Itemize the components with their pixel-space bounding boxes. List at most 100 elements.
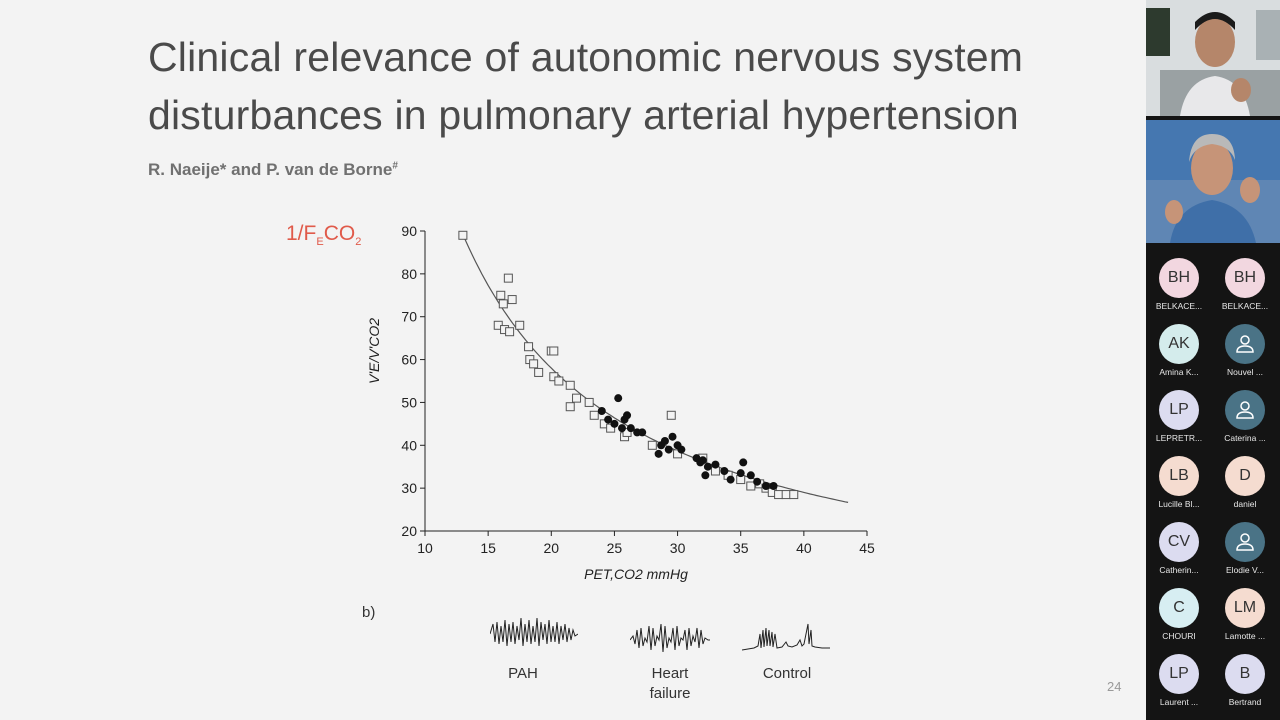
panel-b-label: b) <box>362 604 376 621</box>
participant-tile[interactable]: LM Lamotte ... <box>1212 586 1278 646</box>
data-point-filled-circle <box>597 407 606 415</box>
participant-tile[interactable]: LB Lucille Bl... <box>1146 454 1212 514</box>
data-point-filled-circle <box>618 424 627 433</box>
participant-name: Elodie V... <box>1226 565 1264 575</box>
authors-superscript: # <box>392 160 398 172</box>
data-point-open-square <box>503 273 513 283</box>
data-point-filled-circle <box>769 482 778 490</box>
data-point-open-square <box>781 490 791 500</box>
video-tile-participant-2[interactable] <box>1146 120 1280 243</box>
trace-label-pah: PAH <box>490 664 556 684</box>
data-point-filled-circle <box>614 394 623 403</box>
participant-name: daniel <box>1233 499 1257 509</box>
data-point-filled-circle <box>660 437 669 445</box>
authors-text: R. Naeije* and P. van de Borne <box>148 160 393 179</box>
trace-control <box>742 623 830 651</box>
x-tick-label: 10 <box>417 540 433 556</box>
user-icon <box>1236 401 1254 419</box>
x-tick-label: 20 <box>543 540 559 556</box>
data-point-filled-circle <box>654 449 663 458</box>
participant-name: Caterina ... <box>1224 433 1266 443</box>
participant-name: Lamotte ... <box>1224 631 1266 641</box>
data-point-open-square <box>666 410 676 420</box>
participant-tile[interactable]: D daniel <box>1212 454 1278 514</box>
data-point-filled-circle <box>626 424 635 433</box>
data-point-filled-circle <box>610 419 619 428</box>
video-tile-participant-1[interactable] <box>1146 0 1280 116</box>
x-tick-label: 35 <box>733 540 749 556</box>
participants-panel[interactable]: BH BELKACE... BH BELKACE... AK Amina K..… <box>1146 0 1280 720</box>
trace-label-line1: Heart <box>651 665 689 682</box>
avatar <box>1225 324 1265 364</box>
avatar <box>1225 390 1265 430</box>
data-point-filled-circle <box>668 432 677 441</box>
participant-tile[interactable]: LP LEPRETR... <box>1146 388 1212 448</box>
data-point-filled-circle <box>746 471 755 480</box>
data-point-filled-circle <box>726 475 735 484</box>
data-point-open-square <box>524 342 534 352</box>
x-tick-label: 40 <box>796 540 812 556</box>
y-tick-label: 60 <box>401 352 417 368</box>
labels-layer: 20 30 40 50 60 70 80 90 10 15 20 25 30 35 40 45 PET,CO2 … <box>366 223 875 582</box>
participant-tile[interactable]: B Bertrand <box>1212 652 1278 712</box>
x-axis-label: PET,CO2 mmHg <box>584 566 688 582</box>
participant-tile[interactable]: Nouvel ... <box>1212 322 1278 382</box>
participant-tile[interactable]: LP Laurent ... <box>1146 652 1212 712</box>
avatar: LP <box>1159 390 1199 430</box>
data-point-open-square <box>498 299 508 309</box>
data-point-filled-circle <box>701 471 710 480</box>
data-point-open-square <box>565 380 575 390</box>
participant-name: LEPRETR... <box>1155 433 1203 443</box>
fe-label-main: 1/F <box>286 222 317 245</box>
trace-label-line1: PAH <box>508 665 538 682</box>
data-point-open-square <box>529 359 539 369</box>
fit-curve-layer <box>462 234 849 503</box>
data-point-filled-circle <box>698 456 707 465</box>
participant-tile[interactable]: C CHOURI <box>1146 586 1212 646</box>
data-point-open-square <box>584 397 594 407</box>
y-axis-label: V'E/V'CO2 <box>366 318 382 384</box>
data-point-filled-circle <box>736 469 745 478</box>
data-point-filled-circle <box>677 445 686 454</box>
participant-tile[interactable]: BH BELKACE... <box>1212 256 1278 316</box>
user-icon <box>1236 335 1254 353</box>
data-point-filled-circle <box>720 467 729 475</box>
participant-tile[interactable]: BH BELKACE... <box>1146 256 1212 316</box>
y-tick-label: 40 <box>401 437 417 453</box>
user-icon <box>1236 533 1254 551</box>
avatar: AK <box>1159 324 1199 364</box>
x-tick-label: 15 <box>480 540 496 556</box>
avatar <box>1225 522 1265 562</box>
presentation-slide: Clinical relevance of autonomic nervous … <box>148 34 1122 702</box>
participant-name: BELKACE... <box>1155 301 1203 311</box>
data-point-open-square <box>549 346 559 356</box>
slide-number: 24 <box>1107 679 1122 694</box>
trace-label-line2: failure <box>649 685 691 702</box>
trace-label-control: Control <box>752 664 822 684</box>
data-point-open-square <box>789 490 799 500</box>
fe-label-sub: E <box>316 236 324 249</box>
data-point-filled-circle <box>604 415 613 424</box>
participant-tile[interactable]: Elodie V... <box>1212 520 1278 580</box>
fit-curve <box>462 234 849 503</box>
participant-tile[interactable]: AK Amina K... <box>1146 322 1212 382</box>
fe-co2-label: 1/FECO2 <box>286 222 361 248</box>
data-point-open-square <box>496 290 506 300</box>
data-point-open-square <box>554 376 564 386</box>
y-tick-label: 30 <box>401 480 417 496</box>
chart-axes <box>420 230 868 536</box>
y-tick-label: 90 <box>401 223 417 239</box>
data-point-filled-circle <box>711 460 720 469</box>
points-layer <box>458 230 799 500</box>
participant-name: Amina K... <box>1159 367 1199 377</box>
avatar: C <box>1159 588 1199 628</box>
fe-label-end: CO <box>323 222 356 245</box>
data-point-open-square <box>572 393 582 403</box>
avatar: LM <box>1225 588 1265 628</box>
participant-tile[interactable]: CV Catherin... <box>1146 520 1212 580</box>
avatar: LB <box>1159 456 1199 496</box>
data-point-filled-circle <box>753 477 762 486</box>
data-point-filled-circle <box>739 458 748 467</box>
participant-tile[interactable]: Caterina ... <box>1212 388 1278 448</box>
